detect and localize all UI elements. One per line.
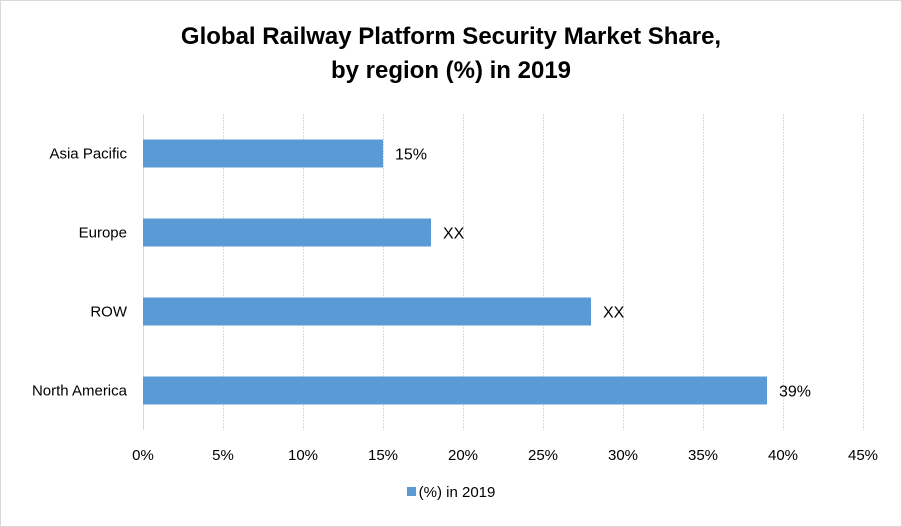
legend: (%) in 2019 <box>0 484 902 501</box>
data-label: XX <box>443 226 465 243</box>
x-tick-label: 25% <box>528 447 558 464</box>
x-tick-label: 0% <box>132 447 154 464</box>
data-label: 39% <box>779 384 811 401</box>
chart-title-line-2: by region (%) in 2019 <box>330 57 572 84</box>
x-tick-label: 10% <box>288 447 318 464</box>
category-label: Asia Pacific <box>49 146 127 163</box>
x-tick-label: 20% <box>448 447 478 464</box>
bar <box>143 297 591 326</box>
category-label: Europe <box>79 225 127 242</box>
category-label: North America <box>32 383 128 400</box>
x-tick-label: 30% <box>608 447 638 464</box>
x-tick-label: 5% <box>212 447 234 464</box>
data-label: 15% <box>395 147 427 164</box>
bar <box>143 218 431 247</box>
chart-title-line-1: Global Railway Platform Security Market … <box>180 23 722 50</box>
bar <box>143 139 383 168</box>
x-tick-label: 15% <box>368 447 398 464</box>
data-label: XX <box>603 305 625 322</box>
category-label: ROW <box>90 304 128 321</box>
x-tick-label: 40% <box>768 447 798 464</box>
chart-title: Global Railway Platform Security Market … <box>0 20 902 88</box>
legend-label: (%) in 2019 <box>418 484 496 501</box>
x-tick-label: 35% <box>688 447 718 464</box>
legend-swatch <box>406 487 416 496</box>
bar <box>143 376 767 405</box>
x-tick-label: 45% <box>848 447 878 464</box>
